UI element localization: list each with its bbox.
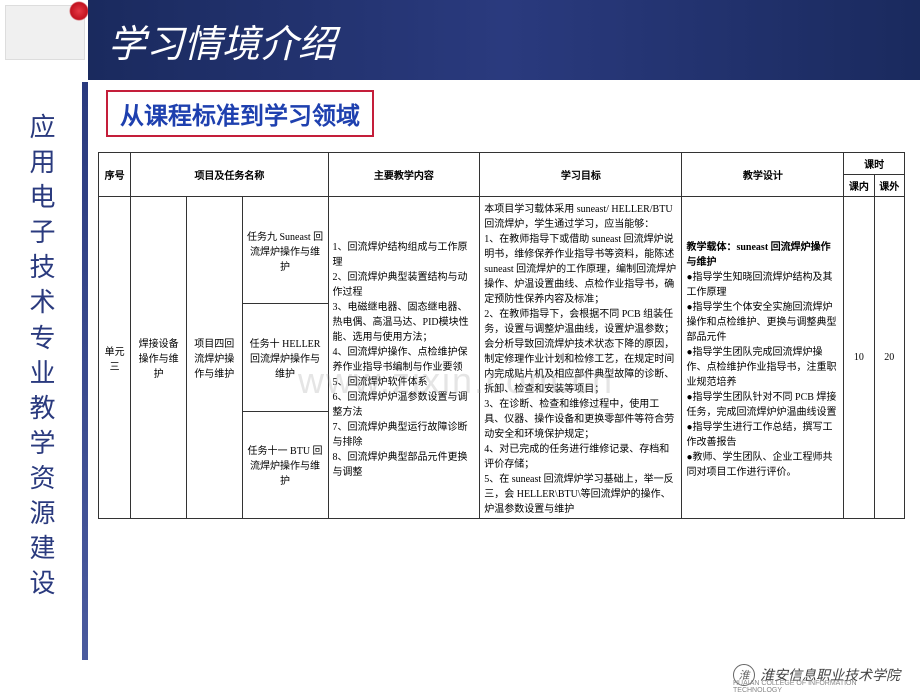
cell-goals: 本项目学习载体采用 suneast/ HELLER/BTU 回流焊炉，学生通过学… (480, 197, 682, 519)
footer-logo: 淮 淮安信息职业技术学院 HUAIAN COLLEGE OF INFORMATI… (733, 664, 900, 686)
cell-design: 教学载体：suneast 回流焊炉操作与维护●指导学生知晓回流焊炉结构及其工作原… (682, 197, 844, 519)
th-design: 教学设计 (682, 153, 844, 197)
cell-task-2: 任务十 HELLER 回流焊炉操作与维护 (242, 304, 328, 411)
th-goal: 学习目标 (480, 153, 682, 197)
cell-hours-in: 10 (844, 197, 874, 519)
footer-sub: HUAIAN COLLEGE OF INFORMATION TECHNOLOGY (733, 680, 900, 694)
th-hours-out: 课外 (874, 175, 904, 197)
curriculum-table: 序号 项目及任务名称 主要教学内容 学习目标 教学设计 课时 课内 课外 单元三… (98, 152, 905, 519)
th-proj: 项目及任务名称 (131, 153, 328, 197)
cell-project: 项目四回流焊炉操作与维护 (186, 197, 242, 519)
equipment-image (5, 5, 85, 60)
th-content: 主要教学内容 (328, 153, 480, 197)
table-row: 单元三 焊接设备操作与维护 项目四回流焊炉操作与维护 任务九 Suneast 回… (99, 197, 905, 304)
cell-task-3: 任务十一 BTU 回流焊炉操作与维护 (242, 411, 328, 518)
main-content: 从课程标准到学习领域 www.zixin.com.cn 序号 项目及任务名称 主… (98, 90, 905, 655)
page-title: 学习情境介绍 (108, 13, 336, 68)
subtitle: 从课程标准到学习领域 (120, 103, 360, 130)
header-bar: 学习情境介绍 (88, 0, 920, 80)
left-column-text: 应用电子技术专业教学资源建设 (15, 110, 70, 601)
side-accent (82, 82, 88, 660)
cell-contents: 1、回流焊炉结构组成与工作原理2、回流焊炉典型装置结构与动作过程3、电磁继电器、… (328, 197, 480, 519)
th-hours-in: 课内 (844, 175, 874, 197)
cell-seq: 单元三 (99, 197, 131, 519)
cell-task-1: 任务九 Suneast 回流焊炉操作与维护 (242, 197, 328, 304)
cell-equip: 焊接设备操作与维护 (131, 197, 187, 519)
cell-hours-out: 20 (874, 197, 904, 519)
th-seq: 序号 (99, 153, 131, 197)
subtitle-box: 从课程标准到学习领域 (106, 90, 374, 137)
left-column: 应用电子技术专业教学资源建设 (15, 110, 70, 601)
th-hours: 课时 (844, 153, 905, 175)
